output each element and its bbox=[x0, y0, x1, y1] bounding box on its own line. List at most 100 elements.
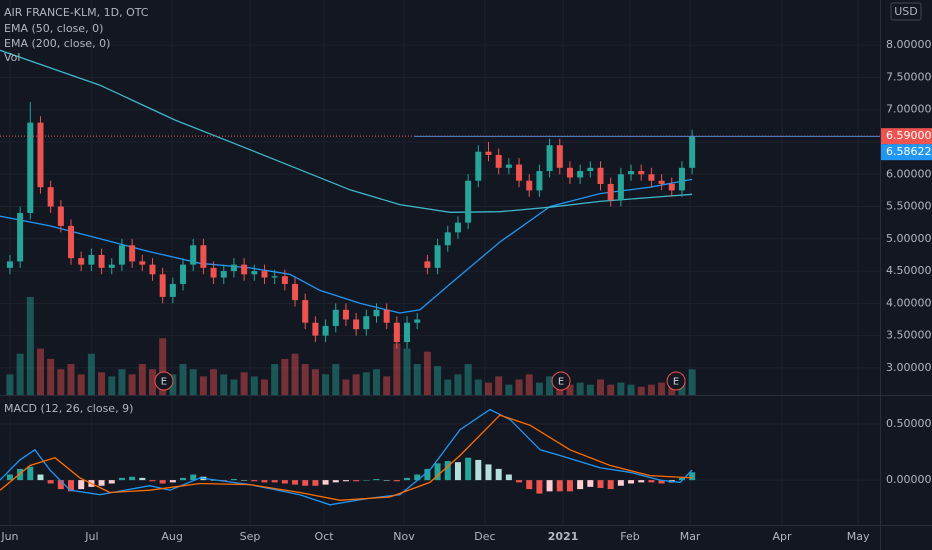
candle-body bbox=[566, 167, 573, 178]
volume-bar bbox=[189, 369, 197, 395]
earnings-label: E bbox=[161, 377, 167, 388]
macd-title: MACD (12, 26, close, 9) bbox=[4, 402, 133, 415]
earnings-label: E bbox=[558, 377, 564, 388]
indicator-line bbox=[0, 414, 693, 501]
y-tick-label: 3.500000 bbox=[886, 329, 932, 342]
candle-body bbox=[689, 136, 696, 168]
histogram-bar bbox=[251, 480, 258, 482]
candle-body bbox=[546, 145, 553, 172]
volume-bar bbox=[586, 384, 594, 395]
histogram-bar bbox=[658, 480, 665, 484]
histogram-bar bbox=[516, 480, 523, 483]
chart-title: AIR FRANCE-KLM, 1D, OTC bbox=[4, 6, 149, 19]
currency[interactable]: USD bbox=[894, 5, 918, 18]
volume-bar bbox=[596, 379, 604, 395]
candle-body bbox=[322, 325, 329, 336]
candle-body bbox=[261, 271, 268, 278]
candle-body bbox=[363, 316, 370, 330]
axes: Jun Jul Aug Sep Oct Nov Dec 2021 Feb Mar Apr May 3.0… bbox=[0, 38, 932, 543]
candle-body bbox=[180, 264, 187, 284]
candle-body bbox=[668, 183, 675, 191]
candle-body bbox=[129, 245, 136, 262]
histogram-bar bbox=[587, 480, 594, 487]
volume-bar bbox=[474, 379, 482, 395]
volume-bar bbox=[291, 353, 299, 395]
volume-bar bbox=[260, 379, 268, 395]
volume-bar bbox=[505, 384, 513, 395]
candle-body bbox=[434, 245, 441, 268]
volume-bar bbox=[148, 369, 156, 395]
x-tick-label: Nov bbox=[393, 530, 415, 543]
candle-body bbox=[342, 309, 349, 320]
histogram-bar bbox=[6, 474, 13, 481]
volume-bar bbox=[159, 338, 167, 395]
volume-bar bbox=[47, 358, 55, 395]
candle-body bbox=[404, 322, 411, 343]
histogram-bar bbox=[363, 480, 370, 481]
currency-box[interactable] bbox=[890, 2, 922, 21]
line-price-tag bbox=[881, 144, 932, 161]
candle-body bbox=[454, 222, 461, 233]
volume-bar bbox=[271, 364, 279, 395]
volume-bar bbox=[423, 351, 431, 395]
candle-body bbox=[505, 164, 512, 168]
histogram-bar bbox=[556, 480, 563, 492]
candle-body bbox=[373, 309, 380, 317]
volume-bar bbox=[668, 384, 676, 395]
histogram-bar bbox=[617, 480, 624, 486]
histogram-bar bbox=[678, 477, 685, 481]
volume-bar bbox=[607, 384, 615, 395]
x-tick-label: Oct bbox=[315, 530, 335, 543]
histogram-bar bbox=[577, 480, 584, 490]
y-tick-label: 5.500000 bbox=[886, 200, 932, 213]
volume-bar bbox=[515, 379, 523, 395]
candle-body bbox=[526, 180, 533, 191]
candle-body bbox=[220, 271, 227, 278]
volume-bar bbox=[546, 376, 554, 395]
histogram-bar bbox=[465, 457, 472, 481]
histogram-bar bbox=[505, 474, 512, 481]
candle-body bbox=[118, 245, 125, 265]
volume-bar bbox=[77, 374, 85, 395]
candle-body bbox=[465, 180, 472, 223]
histogram-bar bbox=[638, 480, 645, 483]
candle-body bbox=[210, 267, 217, 278]
volume-bar bbox=[169, 374, 177, 395]
legend-entry: Vol bbox=[4, 51, 20, 64]
volume-bar bbox=[444, 379, 452, 395]
histogram-bar bbox=[210, 480, 217, 481]
candle-body bbox=[648, 174, 655, 181]
volume-bar bbox=[352, 374, 360, 395]
candle-body bbox=[98, 254, 105, 268]
histogram-bar bbox=[78, 480, 85, 490]
y-tick-label: 7.500000 bbox=[886, 70, 932, 83]
candle-body bbox=[47, 187, 54, 207]
line-price-label: 6.586222 bbox=[886, 145, 932, 158]
candle-body bbox=[332, 309, 339, 326]
volume-bar bbox=[383, 376, 391, 395]
histogram-bar bbox=[17, 468, 24, 481]
x-tick-label: Feb bbox=[620, 530, 639, 543]
histogram-bar bbox=[118, 477, 125, 481]
histogram-bar bbox=[271, 480, 278, 483]
candle-body bbox=[485, 151, 492, 155]
histogram-bar bbox=[597, 480, 604, 488]
volume-bar bbox=[98, 372, 106, 395]
candle-body bbox=[17, 212, 24, 262]
histogram-bar bbox=[68, 480, 75, 492]
volume-bar bbox=[464, 364, 472, 395]
histogram-bar bbox=[546, 480, 553, 492]
x-tick-label: Jun bbox=[0, 530, 18, 543]
histogram-bar bbox=[414, 474, 421, 481]
histogram-bar bbox=[689, 472, 696, 481]
candle-body bbox=[475, 151, 482, 181]
volume-bar bbox=[413, 364, 421, 395]
volume-bar bbox=[301, 364, 309, 395]
volume-bar bbox=[393, 343, 401, 395]
